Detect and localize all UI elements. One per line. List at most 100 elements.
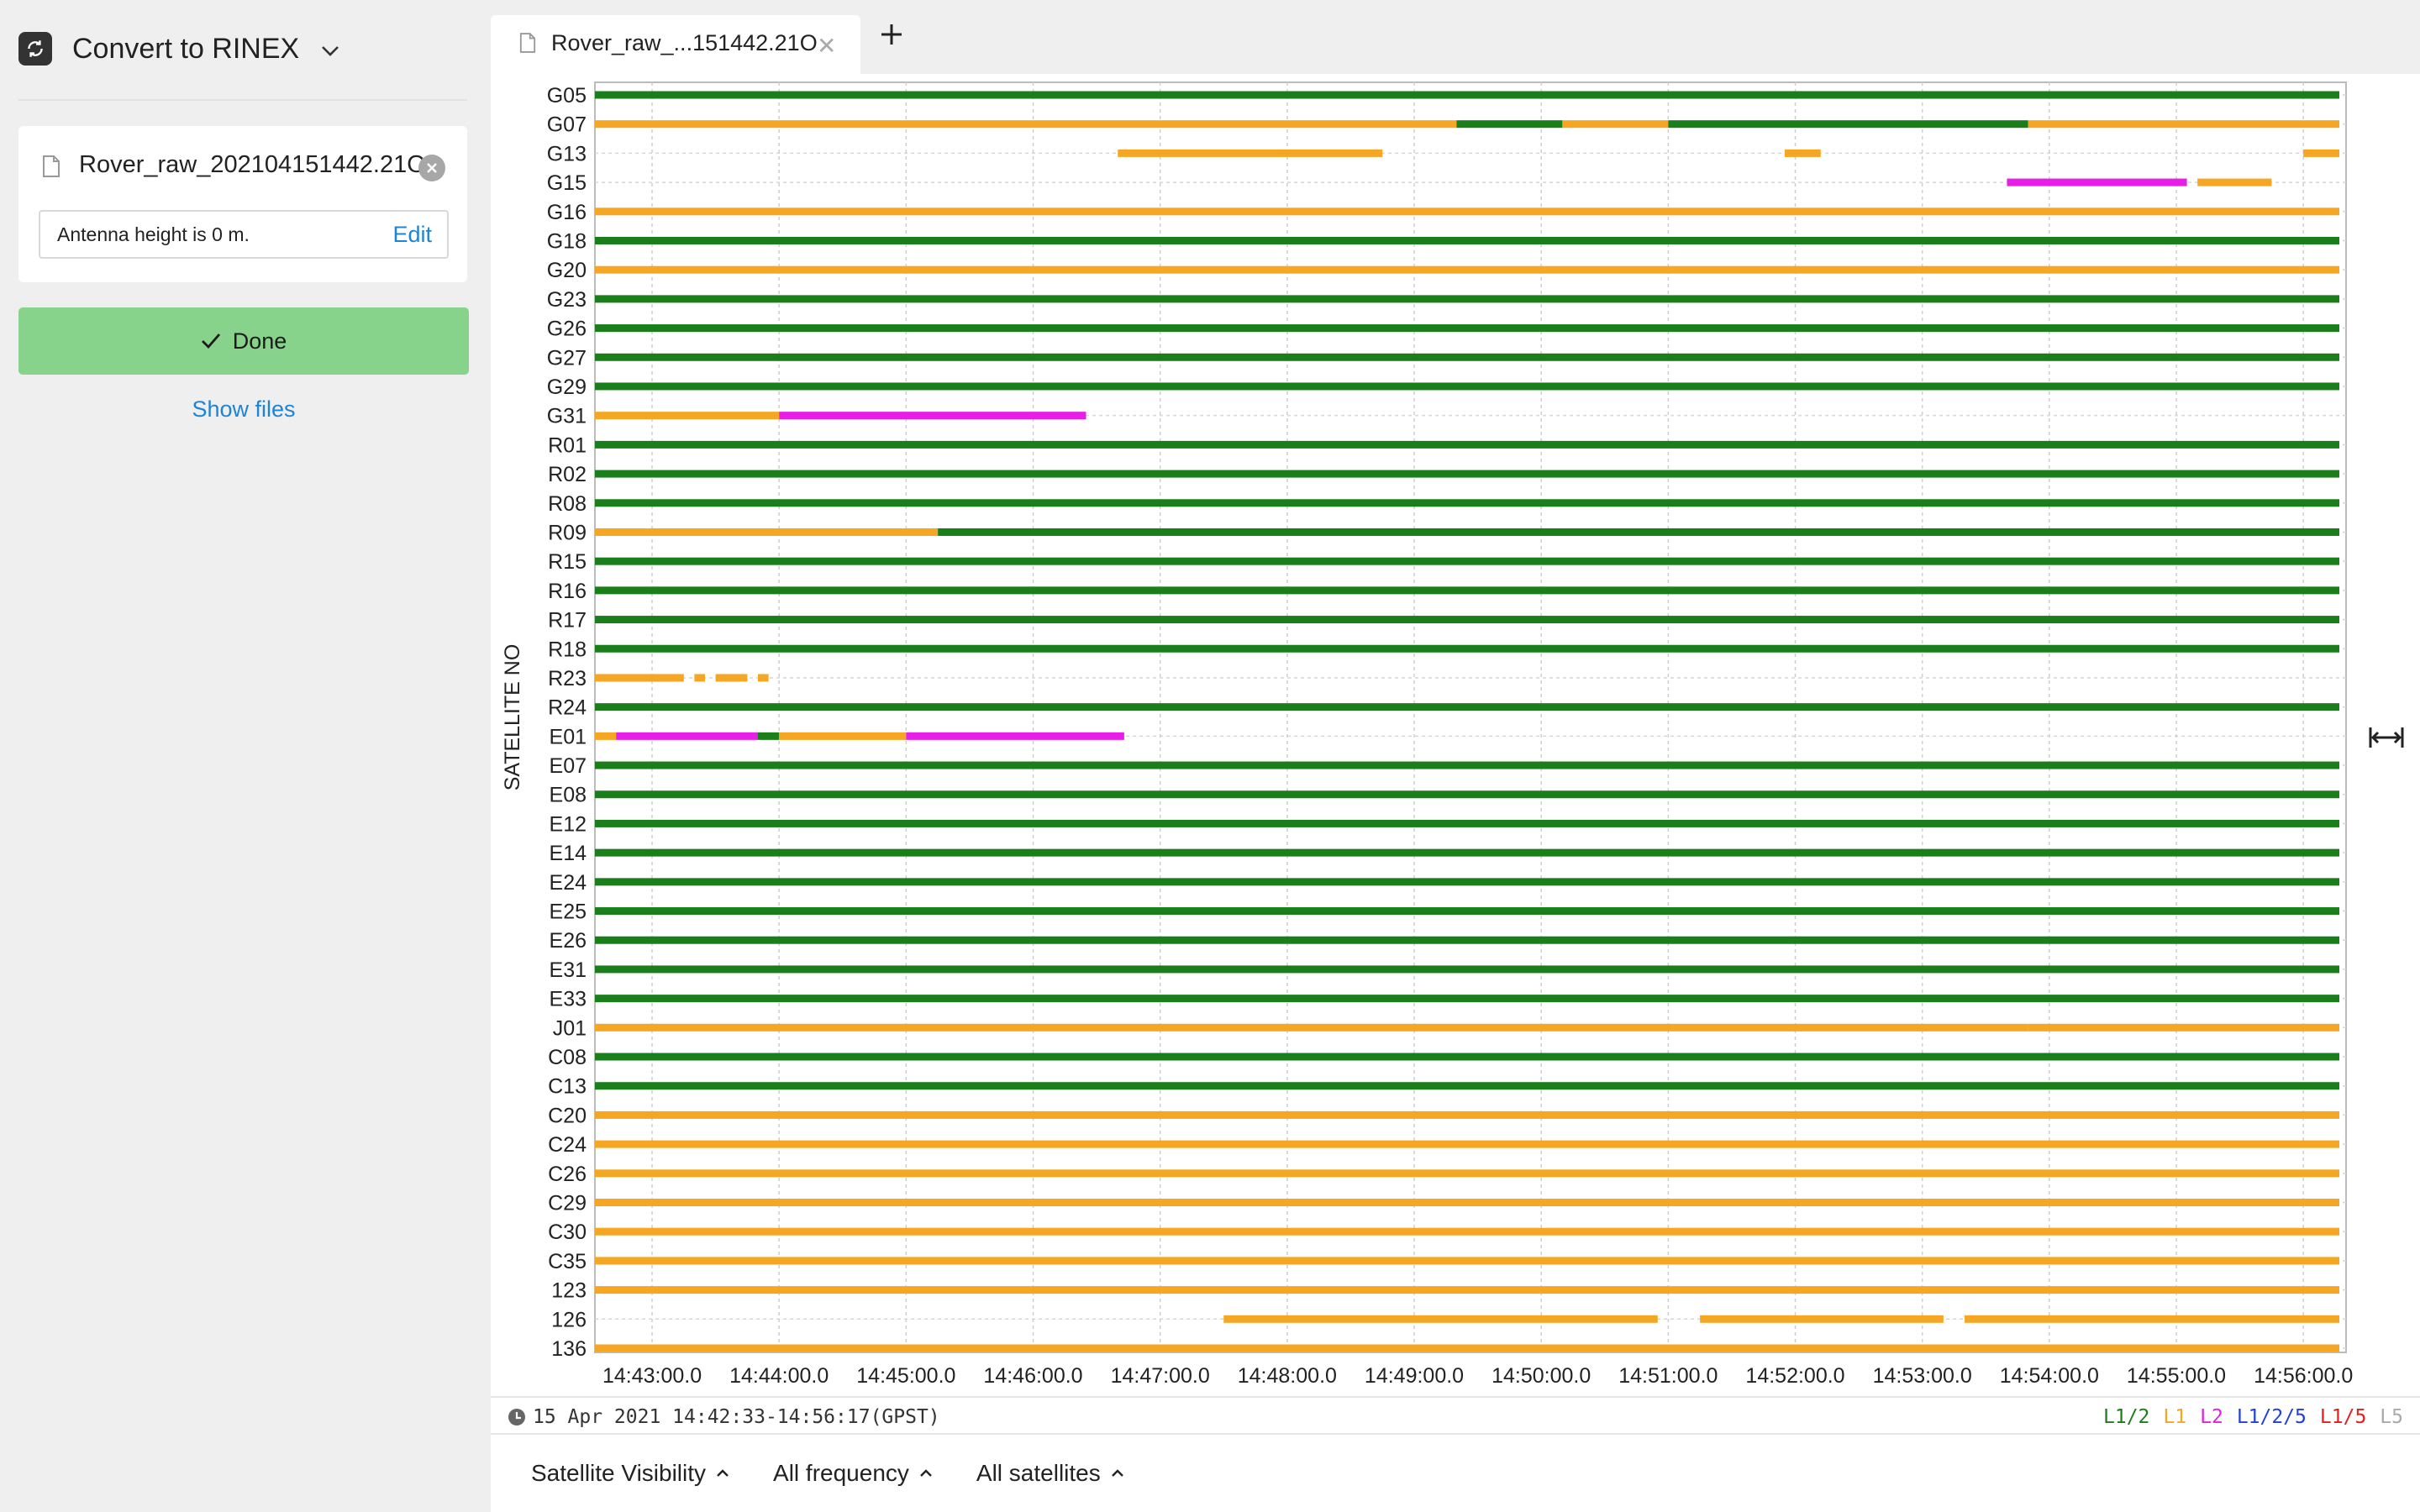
check-icon xyxy=(201,333,220,349)
satellite-label: E12 xyxy=(550,812,587,836)
visibility-segment xyxy=(595,207,2339,216)
date-range: 15 Apr 2021 14:42:33-14:56:17(GPST) xyxy=(533,1406,940,1428)
x-tick-label: 14:47:00.0 xyxy=(1111,1364,1210,1388)
visibility-segment xyxy=(595,936,2339,944)
visibility-segment xyxy=(779,732,907,740)
visibility-segment xyxy=(1784,149,1821,157)
antenna-edit-link[interactable]: Edit xyxy=(392,221,432,247)
visibility-segment xyxy=(2028,120,2339,129)
visibility-segment xyxy=(2028,1023,2339,1032)
file-icon xyxy=(43,155,60,177)
visibility-segment xyxy=(906,732,1124,740)
visibility-segment xyxy=(595,1257,2339,1265)
visibility-segment xyxy=(595,470,2339,478)
x-tick-label: 14:48:00.0 xyxy=(1238,1364,1337,1388)
close-icon[interactable]: ✕ xyxy=(817,33,837,59)
visibility-segment xyxy=(595,848,2339,857)
visibility-segment xyxy=(595,499,2339,507)
visibility-segment xyxy=(595,412,780,420)
legend-item: L5 xyxy=(2380,1406,2403,1428)
visibility-segment xyxy=(616,732,758,740)
visibility-segment xyxy=(595,761,2339,769)
satellite-label: 136 xyxy=(551,1337,587,1361)
antenna-height-text: Antenna height is 0 m. xyxy=(57,223,250,245)
x-tick-label: 14:53:00.0 xyxy=(1873,1364,1972,1388)
visibility-segment xyxy=(1562,120,1669,129)
satellite-label: G23 xyxy=(547,288,587,312)
satellite-label: G27 xyxy=(547,346,587,370)
chevron-up-icon xyxy=(920,1469,932,1477)
visibility-segment xyxy=(595,616,2339,624)
view-select-label: Satellite Visibility xyxy=(531,1460,707,1486)
satellite-label: C30 xyxy=(548,1221,587,1244)
satellite-label: R08 xyxy=(548,492,587,516)
app-header[interactable]: Convert to RINEX xyxy=(18,30,339,67)
frequency-select[interactable]: All frequency xyxy=(773,1460,933,1487)
file-icon xyxy=(519,33,536,53)
visibility-segment xyxy=(595,674,684,682)
clock-icon xyxy=(508,1409,525,1425)
resize-handle-icon[interactable] xyxy=(2368,724,2405,751)
satellite-label: R16 xyxy=(548,580,587,603)
satellite-label: C20 xyxy=(548,1104,587,1127)
satellite-label: G20 xyxy=(547,259,587,282)
visibility-segment xyxy=(595,586,2339,595)
visibility-segment xyxy=(1223,1315,1658,1323)
visibility-segment xyxy=(595,1199,2339,1207)
satellite-label: 123 xyxy=(551,1279,587,1303)
satellite-label: C24 xyxy=(548,1133,587,1157)
satellite-label: E31 xyxy=(550,958,587,982)
x-tick-label: 14:54:00.0 xyxy=(2000,1364,2099,1388)
satellite-label: E33 xyxy=(550,988,587,1011)
show-files-link[interactable]: Show files xyxy=(192,396,296,422)
visibility-segment xyxy=(595,703,2339,711)
legend-item: L2 xyxy=(2200,1406,2223,1428)
visibility-segment xyxy=(595,1053,2339,1061)
visibility-segment xyxy=(595,1110,2339,1119)
visibility-segment xyxy=(595,995,2339,1003)
visibility-segment xyxy=(2007,178,2187,186)
x-tick-label: 14:56:00.0 xyxy=(2254,1364,2353,1388)
legend-item: L1/2/5 xyxy=(2236,1406,2307,1428)
chevron-down-icon[interactable] xyxy=(321,45,339,57)
remove-file-button[interactable] xyxy=(418,155,445,181)
satellite-label: R15 xyxy=(548,550,587,574)
file-name: Rover_raw_202104151442.21O xyxy=(79,151,426,178)
visibility-segment xyxy=(1700,1315,1944,1323)
done-button[interactable]: Done xyxy=(18,307,469,375)
satellite-label: G31 xyxy=(547,405,587,428)
satellite-label: 126 xyxy=(551,1308,587,1331)
add-tab-icon[interactable] xyxy=(879,22,904,47)
visibility-segment xyxy=(595,120,1457,129)
visibility-segment xyxy=(757,732,780,740)
satellites-select[interactable]: All satellites xyxy=(976,1460,1124,1487)
visibility-segment xyxy=(595,353,2339,361)
satellite-label: R17 xyxy=(548,609,587,633)
convert-icon xyxy=(18,32,52,66)
app-title: Convert to RINEX xyxy=(72,32,300,65)
visibility-segment xyxy=(1965,1315,2339,1323)
x-tick-label: 14:43:00.0 xyxy=(602,1364,702,1388)
antenna-height-field: Antenna height is 0 m. Edit xyxy=(39,210,449,259)
visibility-segment xyxy=(2197,178,2272,186)
satellite-label: G05 xyxy=(547,84,587,108)
x-tick-label: 14:45:00.0 xyxy=(856,1364,955,1388)
file-card: Rover_raw_202104151442.21O Antenna heigh… xyxy=(18,126,467,282)
satellite-label: C13 xyxy=(548,1075,587,1099)
view-select[interactable]: Satellite Visibility xyxy=(531,1460,729,1487)
visibility-segment xyxy=(595,907,2339,916)
satellite-label: E26 xyxy=(550,929,587,953)
visibility-segment xyxy=(2303,149,2339,157)
visibility-segment xyxy=(595,878,2339,886)
visibility-segment xyxy=(595,965,2339,974)
file-tab[interactable]: Rover_raw_...151442.21O ✕ xyxy=(491,15,860,74)
frequency-select-label: All frequency xyxy=(773,1460,909,1486)
satellite-label: E08 xyxy=(550,784,587,807)
header-divider xyxy=(18,99,467,101)
satellite-label: C08 xyxy=(548,1046,587,1069)
visibility-segment xyxy=(595,644,2339,653)
legend-item: L1/5 xyxy=(2319,1406,2367,1428)
x-tick-label: 14:49:00.0 xyxy=(1365,1364,1464,1388)
visibility-segment xyxy=(595,382,2339,391)
satellite-label: E24 xyxy=(550,871,587,895)
